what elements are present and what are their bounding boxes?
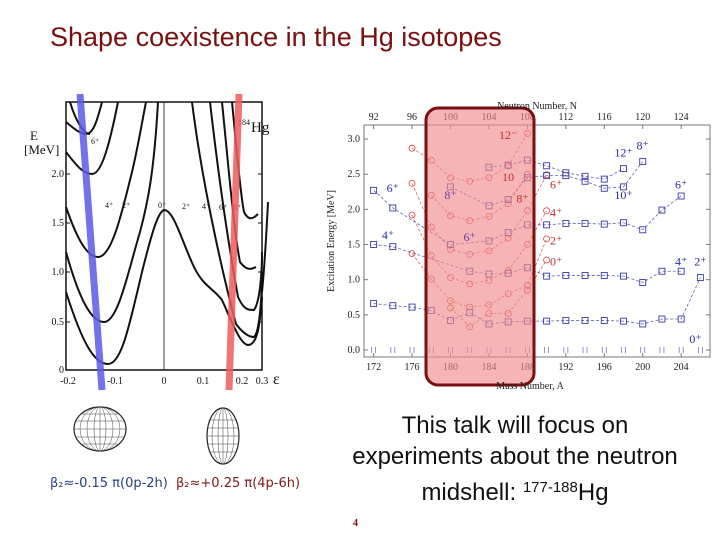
potential-energy-plot: 0 0.5 1.0 1.5 2.0 E [MeV] -0.2 -0.1 0 0.… (24, 93, 280, 391)
y-tick-label: 2.5 (348, 169, 361, 180)
focus-line-3: midshell: 177-188Hg (310, 472, 720, 508)
level-label-0plus: 0⁺ (158, 201, 166, 210)
page-number: 4 (353, 518, 358, 529)
y-tick-label: 2.0 (348, 204, 361, 215)
y-tick-0: 0 (59, 365, 64, 376)
level-annotation: 6⁺ (550, 177, 562, 191)
potential-energy-chart: 0 0.5 1.0 1.5 2.0 E [MeV] -0.2 -0.1 0 0.… (22, 92, 302, 392)
midshell-highlight-box (424, 106, 536, 387)
y-axis-label: Excitation Energy [MeV] (326, 190, 337, 292)
level-label-2plus-prolate: 2⁺ (182, 202, 190, 211)
systematics-plot: 9296100104108112116120124 17217618018418… (326, 101, 711, 392)
x-tick-02: 0.2 (236, 376, 249, 387)
y-tick-10: 1.0 (52, 267, 65, 278)
top-x-tick-label: 92 (369, 112, 379, 123)
y-tick-15: 1.5 (52, 218, 65, 229)
oblate-shape (72, 404, 128, 454)
x-axis-label-epsilon: ε (273, 371, 280, 388)
x-tick-label: 204 (674, 362, 689, 373)
x-tick-label: 196 (597, 362, 612, 373)
y-tick-label: 1.5 (348, 240, 361, 251)
level-annotation: 4⁺ (675, 255, 687, 269)
level-annotation: 2⁺ (550, 234, 562, 248)
top-x-tick-label: 112 (559, 112, 574, 123)
x-tick-m02: -0.2 (60, 376, 76, 387)
x-tick-label: 172 (366, 362, 381, 373)
top-x-tick-label: 116 (597, 112, 612, 123)
level-annotation: 2⁺ (694, 255, 706, 269)
level-annotation: 6⁺ (675, 177, 687, 191)
level-annotation: 10 (502, 170, 514, 184)
level-label-6plus-prolate: 6⁺ (219, 203, 227, 212)
level-annotation: 12⁺ (614, 146, 632, 160)
level-annotation: 8⁺ (637, 139, 649, 153)
oblate-band-line (76, 93, 106, 391)
top-x-tick-label: 96 (407, 112, 417, 123)
focus-element: Hg (577, 479, 609, 506)
level-label-4plus-oblate: 4⁺ (105, 201, 113, 210)
slide-title: Shape coexistence in the Hg isotopes (50, 22, 502, 52)
prolate-caption: β₂≈+0.25 π(4p-6h) (176, 476, 301, 491)
level-annotation: 12⁻ (499, 128, 517, 142)
x-tick-0: 0 (162, 376, 167, 387)
y-tick-label: 0.5 (348, 310, 361, 321)
prolate-shape (206, 406, 240, 466)
x-tick-01: 0.1 (197, 376, 210, 387)
level-annotation: 4⁺ (382, 228, 394, 242)
level-label-2plus-oblate: 2⁺ (122, 201, 130, 210)
y-tick-label: 1.0 (348, 275, 361, 286)
top-x-axis-label: Neutron Number, N (497, 101, 577, 112)
y-tick-label: 0.0 (348, 345, 361, 356)
top-x-tick-label: 124 (674, 112, 689, 123)
excitation-energy-chart: 9296100104108112116120124 17217618018418… (320, 92, 720, 392)
level-annotation: 4⁺ (550, 205, 562, 219)
level-annotation: 8⁺ (444, 188, 456, 202)
level-annotation: 0⁺ (689, 332, 701, 346)
bottom-x-axis-label: Mass Number, A (496, 381, 564, 392)
nucleus-mass-label: 184 (238, 118, 250, 127)
x-tick-label: 176 (405, 362, 420, 373)
prolate-band-line (225, 93, 243, 391)
y-axis-label-unit: [MeV] (24, 142, 59, 157)
nucleus-symbol-label: Hg (251, 120, 270, 136)
focus-isotope-range: 177-188 (522, 479, 578, 496)
focus-line-1: This talk will focus on (401, 412, 629, 439)
level-label-6plus-oblate: 6⁺ (91, 137, 99, 146)
level-annotation: 8⁺ (516, 191, 528, 205)
focus-line-2: experiments about the neutron (352, 443, 678, 470)
focus-line-3-prefix: midshell: (421, 479, 523, 506)
x-tick-03: 0.3 (256, 376, 269, 387)
top-x-tick-label: 120 (635, 112, 650, 123)
focus-statement: This talk will focus on experiments abou… (310, 410, 720, 508)
x-tick-label: 200 (635, 362, 650, 373)
series (370, 241, 685, 286)
level-annotation: 6⁺ (387, 181, 399, 195)
level-annotation: 0⁺ (550, 255, 562, 269)
x-tick-m01: -0.1 (107, 376, 123, 387)
oblate-caption: β₂≈-0.15 π(0p-2h) (50, 476, 168, 491)
y-tick-20: 2.0 (52, 169, 65, 180)
level-annotation: 6⁺ (464, 230, 476, 244)
level-annotation: 10⁺ (614, 188, 632, 202)
level-label-4plus-prolate: 4⁺ (202, 202, 210, 211)
y-tick-label: 3.0 (348, 134, 361, 145)
y-axis-label-e: E (30, 128, 38, 143)
y-tick-05: 0.5 (52, 317, 65, 328)
potential-curves (65, 101, 269, 366)
x-tick-label: 192 (558, 362, 573, 373)
